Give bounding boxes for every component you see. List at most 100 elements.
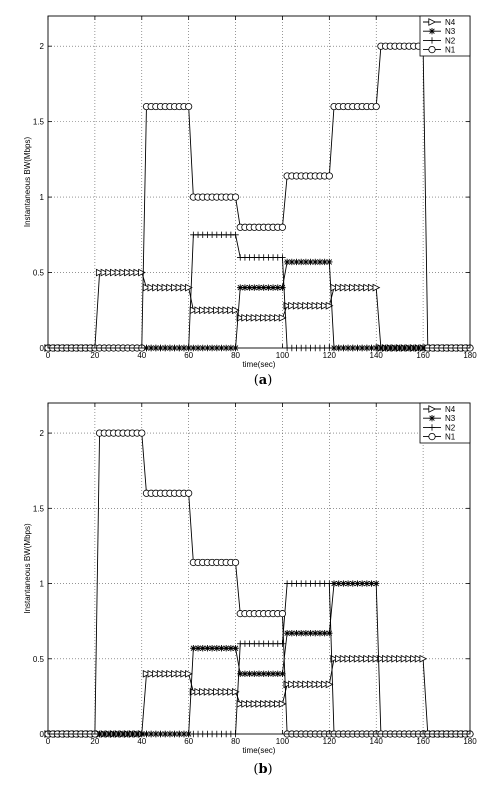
point-N2 xyxy=(279,640,286,647)
plot-frame xyxy=(47,402,471,735)
point-N4 xyxy=(292,680,301,689)
x-tick-label: 0 xyxy=(46,737,51,746)
point-N4 xyxy=(236,313,245,322)
point-N3 xyxy=(237,284,244,291)
point-N4 xyxy=(170,283,179,292)
x-tick-label: 120 xyxy=(323,351,337,360)
point-N4 xyxy=(227,306,235,315)
chart-panel-b: 0 20 40 60 80 100 120 140 160 180 0 0.5 1 1.5 2 time(se… xyxy=(23,402,477,777)
point-N3 xyxy=(298,629,305,637)
point-N3 xyxy=(283,629,291,637)
point-N4 xyxy=(367,283,376,292)
point-N1 xyxy=(278,223,287,231)
point-N4 xyxy=(213,306,221,315)
caption-close: ) xyxy=(268,762,273,777)
point-N3 xyxy=(326,258,333,266)
point-N1 xyxy=(138,429,146,437)
point-N3 xyxy=(288,629,296,637)
point-N1 xyxy=(325,172,333,180)
y-tick-label: 1.5 xyxy=(33,504,45,513)
point-N3 xyxy=(279,670,286,678)
point-N4 xyxy=(316,301,325,310)
point-N4 xyxy=(316,680,325,689)
point-N4 xyxy=(391,654,400,663)
point-N4 xyxy=(250,313,259,322)
point-N4 xyxy=(110,268,118,277)
point-N3 xyxy=(316,258,324,266)
point-N3 xyxy=(251,670,258,678)
point-N4 xyxy=(264,313,273,322)
point-N3 xyxy=(307,258,314,266)
point-N4 xyxy=(114,268,123,277)
point-N4 xyxy=(386,654,395,663)
point-N4 xyxy=(335,283,343,292)
point-N4 xyxy=(372,283,381,292)
point-N4 xyxy=(246,313,254,322)
point-N4 xyxy=(166,669,175,678)
point-N3 xyxy=(312,258,319,266)
legend-label-N1: N1 xyxy=(445,46,456,55)
point-N3 xyxy=(302,258,310,266)
point-N3 xyxy=(218,645,225,652)
point-N4 xyxy=(330,654,339,663)
point-N4 xyxy=(260,700,268,708)
point-N3 xyxy=(349,580,356,587)
point-N4 xyxy=(400,654,409,663)
point-N4 xyxy=(410,654,418,663)
point-N4 xyxy=(302,301,310,310)
point-N4 xyxy=(194,306,203,315)
caption-letter: a xyxy=(259,373,268,388)
point-N3 xyxy=(354,580,361,587)
x-tick-label: 20 xyxy=(90,351,99,360)
point-N4 xyxy=(358,654,367,663)
x-tick-label: 140 xyxy=(370,737,384,746)
y-tick-label: 0 xyxy=(40,344,45,353)
caption-open: ( xyxy=(254,373,259,388)
point-N4 xyxy=(288,301,296,310)
point-N3 xyxy=(326,629,333,637)
point-N4 xyxy=(142,669,151,678)
point-N4 xyxy=(325,301,334,310)
point-N3 xyxy=(358,580,366,587)
point-N4 xyxy=(147,669,156,678)
point-N3 xyxy=(288,258,296,266)
point-N3 xyxy=(274,284,281,291)
point-N3 xyxy=(279,284,286,291)
point-N4 xyxy=(217,306,226,315)
caption-letter: b xyxy=(258,762,267,777)
point-N3 xyxy=(241,284,249,291)
point-N4 xyxy=(100,268,109,277)
x-axis-label: time(sec) xyxy=(243,360,276,369)
legend-marker-N1 xyxy=(428,45,436,54)
x-axis-label: time(sec) xyxy=(243,746,276,755)
point-N4 xyxy=(353,654,362,663)
point-N3 xyxy=(307,629,314,637)
point-N4 xyxy=(199,688,207,696)
point-N4 xyxy=(95,268,104,277)
point-N4 xyxy=(292,301,301,310)
point-N4 xyxy=(278,700,287,708)
point-N3 xyxy=(265,284,272,291)
point-N4 xyxy=(189,688,198,696)
y-tick-label: 0.5 xyxy=(33,269,45,278)
point-N4 xyxy=(414,654,423,663)
point-N3 xyxy=(283,258,291,266)
point-N3 xyxy=(321,629,328,637)
x-tick-label: 80 xyxy=(231,351,240,360)
point-N3 xyxy=(330,580,338,587)
legend-label-N2: N2 xyxy=(445,423,456,432)
point-N2 xyxy=(326,580,333,587)
point-N4 xyxy=(185,283,193,292)
point-N4 xyxy=(231,688,240,696)
point-N3 xyxy=(265,670,272,678)
point-N4 xyxy=(133,268,142,277)
point-N4 xyxy=(381,654,390,663)
point-N4 xyxy=(147,283,156,292)
point-N4 xyxy=(419,654,428,663)
point-N3 xyxy=(246,284,253,291)
point-N4 xyxy=(222,688,231,696)
point-N4 xyxy=(161,669,170,678)
y-tick-label: 0.5 xyxy=(33,655,45,664)
legend-label-N4: N4 xyxy=(445,18,456,27)
point-N4 xyxy=(396,654,404,663)
